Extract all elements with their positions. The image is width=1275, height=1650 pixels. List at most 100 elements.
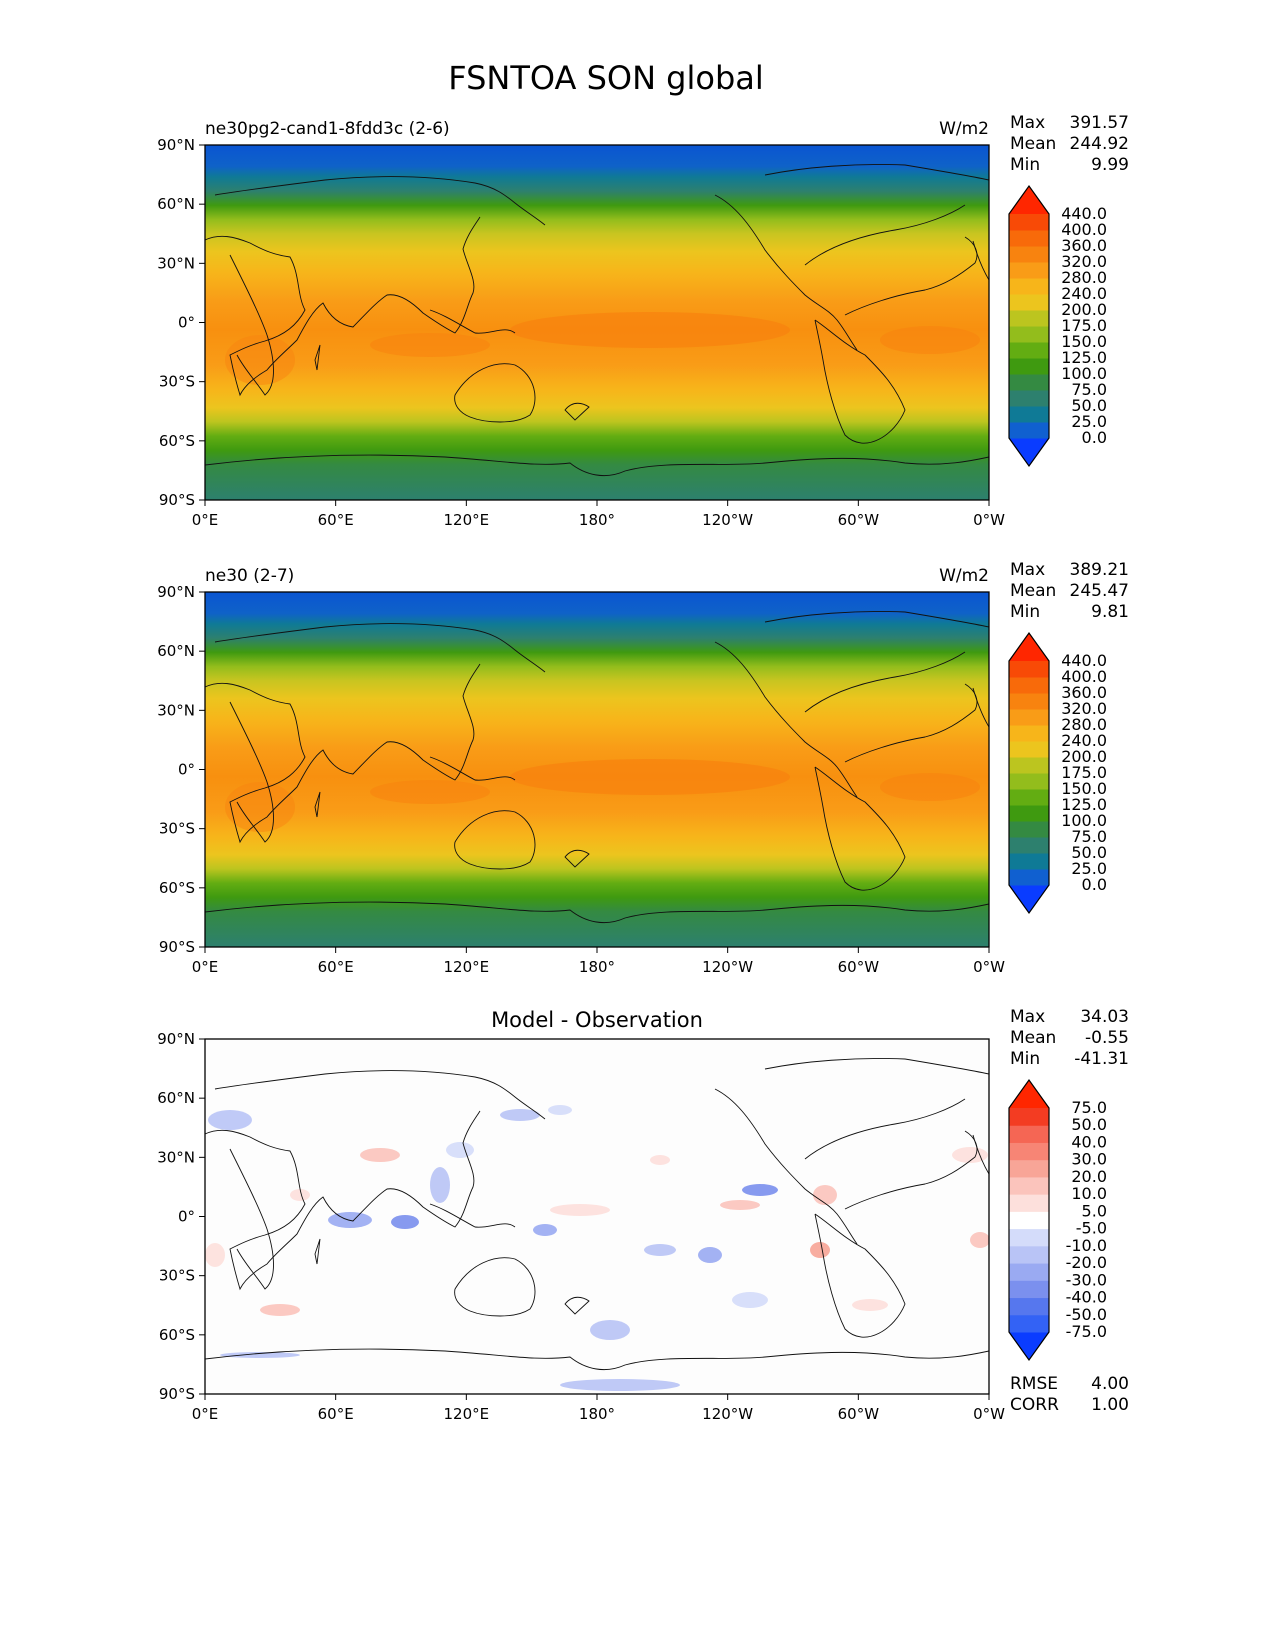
stat-min-label: Min: [1010, 602, 1040, 622]
y-tick-label: 0°: [178, 761, 195, 779]
panel-2-stats: Max 389.21 Mean 245.47 Min 9.81: [1010, 560, 1129, 622]
colorbar-bin: [1009, 1297, 1049, 1316]
colorbar-level-label: 400.0: [1061, 220, 1107, 239]
colorbar-bin: [1009, 374, 1049, 391]
stat-mean-value: -0.55: [1085, 1028, 1129, 1048]
colorbar-bin: [1009, 789, 1049, 806]
colorbar-level-label: -30.0: [1066, 1270, 1107, 1289]
figure-title: FSNTOA SON global: [448, 59, 764, 97]
panel-1: ne30pg2-cand1-8fdd3c (2-6) W/m2 90°N 60°N…: [157, 113, 1129, 529]
colorbar-level-label: 440.0: [1061, 651, 1107, 670]
stat-max-label: Max: [1010, 560, 1045, 580]
colorbar-level-label: 175.0: [1061, 763, 1107, 782]
colorbar-level-label: 280.0: [1061, 715, 1107, 734]
colorbar-level-label: 320.0: [1061, 699, 1107, 718]
colorbar-level-label: 360.0: [1061, 683, 1107, 702]
colorbar-bin: [1009, 709, 1049, 726]
colorbar-bin: [1009, 773, 1049, 790]
colorbar-level-label: 5.0: [1082, 1201, 1107, 1220]
colorbar-level-label: 50.0: [1071, 396, 1107, 415]
colorbar-level-label: 240.0: [1061, 731, 1107, 750]
stat-rmse-label: RMSE: [1010, 1374, 1058, 1394]
colorbar-level-label: 40.0: [1071, 1132, 1107, 1151]
x-tick-label: 0°E: [192, 958, 219, 976]
x-tick-label: 60°W: [838, 958, 880, 976]
colorbar-level-label: 240.0: [1061, 284, 1107, 303]
colorbar-level-label: 75.0: [1071, 1098, 1107, 1117]
colorbar-level-label: 0.0: [1082, 875, 1107, 894]
colorbar-level-label: 280.0: [1061, 268, 1107, 287]
colorbar-level-label: 25.0: [1071, 859, 1107, 878]
colorbar-outline: [1008, 184, 1050, 468]
y-tick-label: 60°N: [157, 195, 195, 213]
x-tick-label: 120°E: [444, 958, 490, 976]
panel-1-colorbar: 0.025.050.075.0100.0125.0150.0175.0200.0…: [1008, 184, 1107, 468]
colorbar-bin: [1009, 869, 1049, 886]
colorbar-outline: [1008, 1078, 1050, 1362]
colorbar-extend-min: [1009, 885, 1049, 913]
stat-min-label: Min: [1010, 155, 1040, 175]
colorbar-bin: [1009, 342, 1049, 359]
x-tick-label: 60°W: [838, 511, 880, 529]
colorbar-level-label: 440.0: [1061, 204, 1107, 223]
colorbar-level-label: 125.0: [1061, 795, 1107, 814]
colorbar-bin: [1009, 390, 1049, 407]
colorbar-extend-min: [1009, 438, 1049, 466]
colorbar-bin: [1009, 278, 1049, 295]
colorbar-bin: [1009, 294, 1049, 311]
x-tick-label: 0°W: [973, 511, 1005, 529]
stat-mean-label: Mean: [1010, 1028, 1056, 1048]
x-tick-label: 60°E: [318, 958, 354, 976]
stat-max-value: 34.03: [1080, 1007, 1129, 1027]
y-tick-label: 90°N: [157, 1030, 195, 1048]
colorbar-level-label: 320.0: [1061, 252, 1107, 271]
y-tick-label: 30°S: [159, 1267, 195, 1285]
x-tick-label: 60°E: [318, 511, 354, 529]
x-tick-label: 120°E: [444, 511, 490, 529]
x-tick-label: 120°W: [702, 958, 753, 976]
colorbar-level-label: 125.0: [1061, 348, 1107, 367]
stat-mean-value: 245.47: [1070, 581, 1129, 601]
colorbar-bin: [1009, 406, 1049, 423]
colorbar-bin: [1009, 725, 1049, 742]
colorbar-level-label: 75.0: [1071, 380, 1107, 399]
stat-max-label: Max: [1010, 113, 1045, 133]
stat-corr-value: 1.00: [1091, 1395, 1129, 1415]
panel-2-map: [205, 592, 989, 947]
stat-mean-value: 244.92: [1070, 134, 1129, 154]
colorbar-bin: [1009, 1280, 1049, 1299]
colorbar-bin: [1009, 1125, 1049, 1143]
colorbar-bin: [1009, 1142, 1049, 1161]
x-tick-label: 60°E: [318, 1405, 354, 1423]
colorbar-level-label: 200.0: [1061, 300, 1107, 319]
x-tick-label: 0°W: [973, 958, 1005, 976]
y-tick-label: 90°S: [159, 491, 195, 509]
colorbar-level-label: 50.0: [1071, 1115, 1107, 1134]
y-tick-label: 30°N: [157, 1148, 195, 1166]
y-tick-label: 60°N: [157, 1089, 195, 1107]
colorbar-extend-max: [1009, 1080, 1049, 1108]
colorbar-level-label: -5.0: [1076, 1219, 1107, 1238]
y-tick-label: 60°S: [159, 1326, 195, 1344]
colorbar-level-label: 150.0: [1061, 779, 1107, 798]
x-tick-label: 120°W: [702, 511, 753, 529]
colorbar-bin: [1009, 1108, 1049, 1126]
panel-1-stats: Max 391.57 Mean 244.92 Min 9.99: [1010, 113, 1129, 175]
x-tick-label: 60°W: [838, 1405, 880, 1423]
colorbar-level-label: 150.0: [1061, 332, 1107, 351]
colorbar-bin: [1009, 1314, 1049, 1333]
y-tick-label: 30°N: [157, 254, 195, 272]
panel-3-colorbar: -75.0-50.0-40.0-30.0-20.0-10.0-5.05.010.…: [1008, 1078, 1107, 1362]
colorbar-bin: [1009, 757, 1049, 774]
colorbar-level-label: 175.0: [1061, 316, 1107, 335]
stat-mean-label: Mean: [1010, 134, 1056, 154]
colorbar-bin: [1009, 214, 1049, 231]
panel-3-y-axis: 90°N 60°N 30°N 0° 30°S 60°S 90°S: [157, 1030, 205, 1403]
colorbar-bin: [1009, 422, 1049, 439]
colorbar-bin: [1009, 1194, 1049, 1212]
colorbar-extend-min: [1009, 1332, 1049, 1360]
colorbar-outline: [1008, 631, 1050, 915]
y-tick-label: 90°S: [159, 1385, 195, 1403]
colorbar-level-label: 30.0: [1071, 1150, 1107, 1169]
